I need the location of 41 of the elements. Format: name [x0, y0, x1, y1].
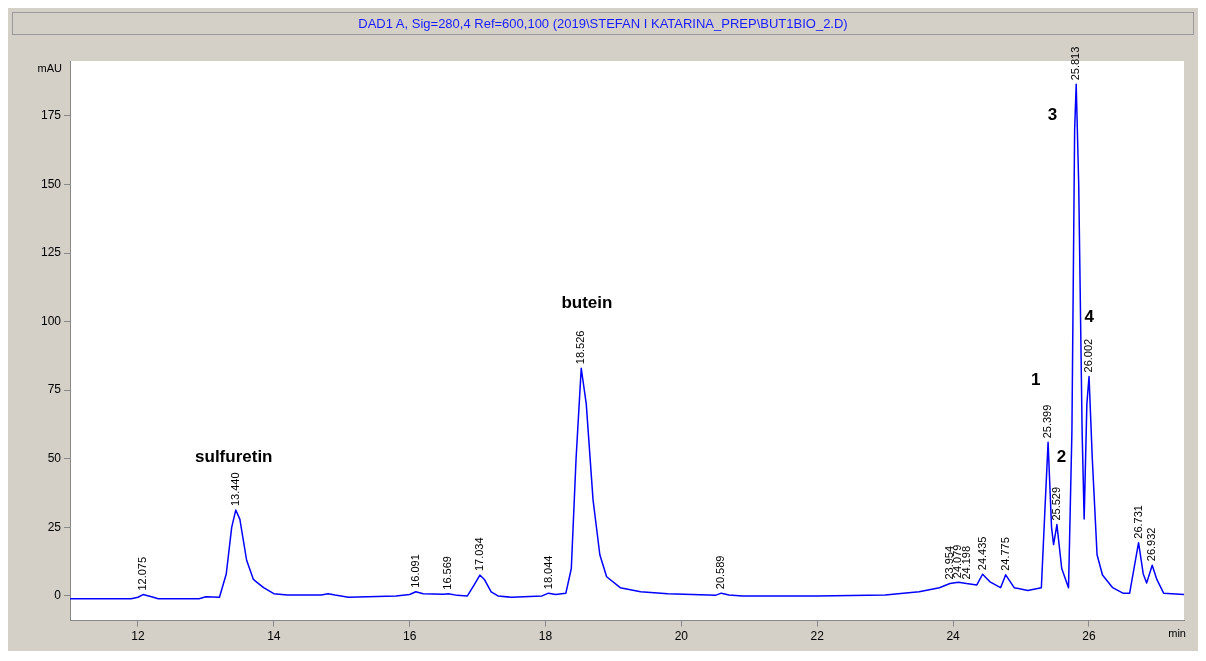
- annotation: 2: [1056, 446, 1067, 466]
- x-axis-title: min: [1168, 627, 1186, 640]
- y-tick-label: 125: [40, 245, 62, 260]
- annotation: 16.091: [408, 554, 421, 588]
- annotation: 25.529: [1049, 486, 1062, 521]
- y-tick-label: 175: [40, 108, 62, 123]
- annotation: 26.932: [1145, 527, 1158, 562]
- annotation: 13.440: [228, 472, 241, 507]
- x-tick-label: 18: [538, 629, 553, 644]
- annotation: 18.044: [541, 555, 554, 590]
- annotation: 20.589: [714, 555, 727, 590]
- y-tick-label: 75: [47, 382, 62, 397]
- annotation: 18.526: [574, 330, 587, 365]
- y-axis-title: mAU: [37, 61, 63, 74]
- x-tick-label: 24: [946, 629, 961, 644]
- chart-title: DAD1 A, Sig=280,4 Ref=600,100 (2019\STEFAN I KATARINA_PREP\BUT1BIO_2.D): [12, 12, 1194, 35]
- annotation: 1: [1031, 369, 1041, 389]
- x-tick-label: 16: [402, 629, 417, 644]
- x-tick-label: 26: [1082, 629, 1096, 644]
- annotation: 25.399: [1041, 404, 1054, 439]
- annotation: butein: [561, 292, 613, 312]
- annotation: 26.731: [1131, 505, 1144, 539]
- annotation: sulfuretin: [195, 446, 273, 466]
- y-tick-label: 25: [47, 519, 62, 534]
- annotation: 12.075: [136, 556, 149, 591]
- y-tick-label: 100: [40, 313, 62, 328]
- x-tick-label: 20: [674, 629, 689, 644]
- annotation: 26.002: [1082, 338, 1095, 373]
- annotation: 3: [1047, 104, 1058, 124]
- annotation: 4: [1084, 306, 1095, 326]
- annotation: 24.435: [975, 536, 988, 571]
- annotation: 17.034: [472, 537, 485, 572]
- x-tick-label: 14: [267, 629, 281, 644]
- y-tick-label: 150: [40, 176, 62, 191]
- x-tick-label: 12: [131, 629, 145, 644]
- y-tick-label: 0: [54, 588, 62, 603]
- x-tick-label: 22: [810, 629, 825, 644]
- y-tick-label: 50: [47, 451, 62, 466]
- annotation: 24.775: [998, 537, 1011, 571]
- annotation: 16.569: [441, 556, 454, 590]
- annotation: 25.813: [1069, 46, 1082, 81]
